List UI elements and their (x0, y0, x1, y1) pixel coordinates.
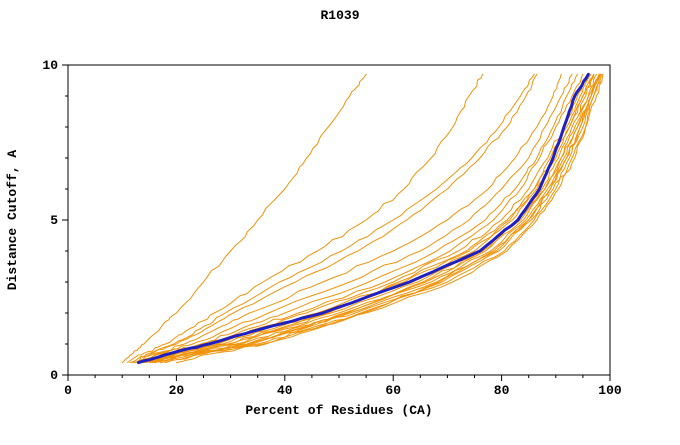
model-curve-model-02 (127, 73, 484, 364)
model-curve-model-17 (148, 73, 603, 364)
model-curve-model-14 (148, 73, 600, 364)
model-curve-model-15 (143, 73, 600, 364)
model-curve-model-05 (135, 73, 562, 364)
model-curve-model-06 (137, 73, 573, 364)
model-curve-model-16 (154, 73, 602, 364)
model-curve-model-18 (159, 73, 604, 364)
chart-title: R1039 (320, 8, 359, 23)
y-axis-label: Distance Cutoff, A (5, 150, 20, 291)
model-curve-model-07 (140, 73, 578, 364)
model-curve-model-20 (165, 73, 600, 364)
y-tick-label: 0 (50, 368, 58, 383)
model-curve-model-19 (154, 73, 595, 364)
plot-area: 0 20 40 60 80 100 0 5 10 (42, 58, 622, 398)
x-tick-label: 100 (598, 383, 622, 398)
model-curve-model-21 (175, 73, 601, 364)
y-tick-label: 10 (42, 58, 58, 73)
x-tick-label: 40 (277, 383, 293, 398)
model-curve-model-10 (146, 73, 592, 364)
model-curve-model-01 (121, 73, 367, 364)
model-curve-model-13 (151, 73, 597, 364)
x-axis-label: Percent of Residues (CA) (245, 403, 432, 418)
x-tick-label: 20 (169, 383, 185, 398)
x-tick-label: 0 (64, 383, 72, 398)
model-curve-model-04 (129, 73, 535, 364)
x-tick-label: 60 (385, 383, 401, 398)
highlighted-model-curve (136, 72, 590, 365)
model-curve-model-03 (132, 73, 538, 364)
x-tick-label: 80 (494, 383, 510, 398)
y-tick-label: 5 (50, 213, 58, 228)
model-curve-model-08 (132, 73, 584, 364)
